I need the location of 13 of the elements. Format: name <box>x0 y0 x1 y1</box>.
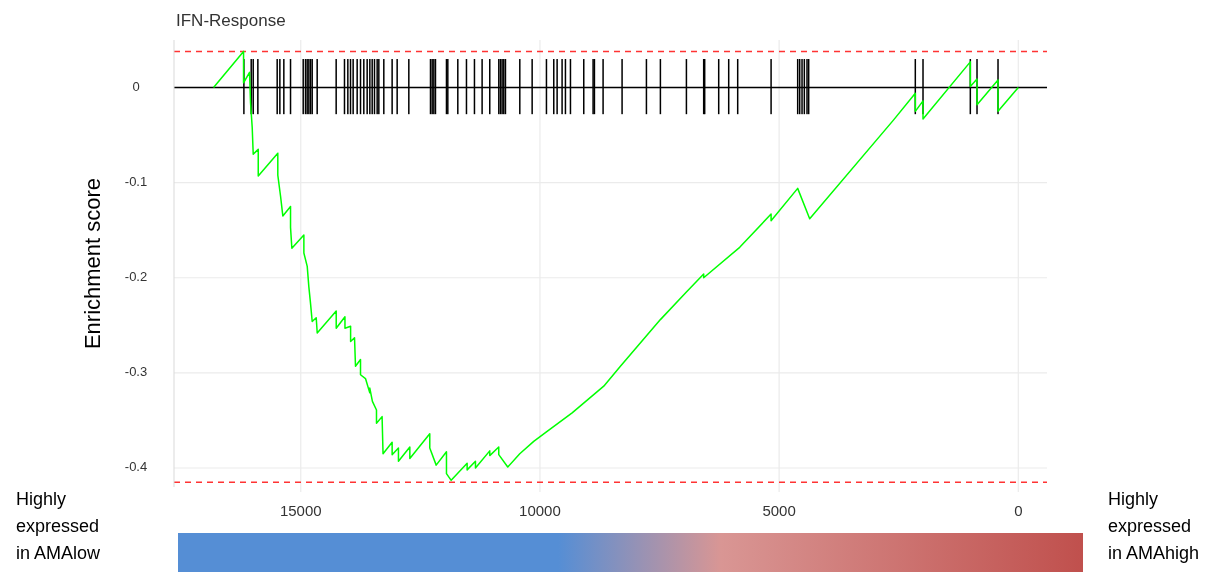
chart-title: IFN-Response <box>176 11 286 30</box>
text: Highly expressed in AMAlow <box>16 489 102 563</box>
y-tick-label: 0 <box>132 78 140 94</box>
x-tick-label: 10000 <box>519 502 561 519</box>
x-tick-label: 5000 <box>762 502 796 519</box>
y-axis-title: Enrichment score <box>80 177 105 350</box>
x-tick-label: 15000 <box>279 502 322 519</box>
y-tick-label: -0.1 <box>124 174 148 190</box>
y-tick-label: -0.4 <box>124 459 148 475</box>
text: Highly expressed in AMAhigh <box>1108 489 1200 563</box>
y-tick-label: -0.3 <box>124 364 148 380</box>
x-tick-label: 0 <box>1014 502 1023 519</box>
y-tick-label: -0.2 <box>124 269 148 285</box>
